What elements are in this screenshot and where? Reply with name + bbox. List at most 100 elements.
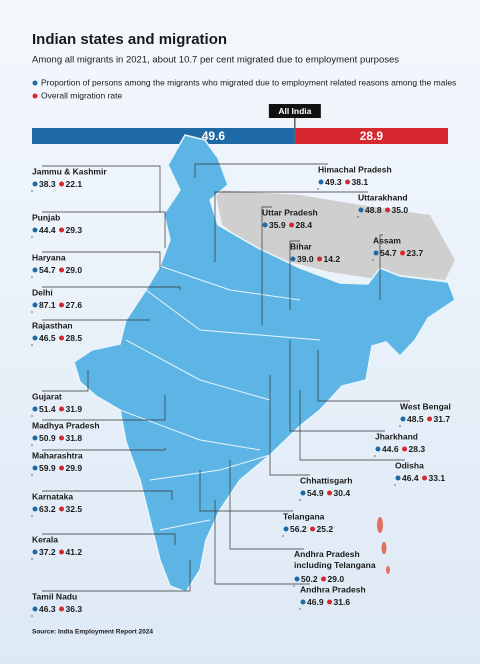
leader-line: [289, 240, 300, 310]
leader-line: [299, 390, 405, 486]
nicobar-islands: [386, 566, 390, 574]
title: Indian states and migration: [32, 31, 227, 48]
state-value: 35.0: [392, 205, 409, 215]
value-dot: [300, 490, 306, 496]
state-value: 38.3: [39, 179, 56, 189]
state-value: 22.1: [66, 179, 83, 189]
value-dot: [321, 576, 327, 582]
state-labels: Jammu & Kashmir 38.3 22.1 Punjab 44.4 29.3 Har…: [31, 163, 451, 617]
value-dot: [59, 302, 65, 308]
state-value: 29.3: [66, 225, 83, 235]
value-dot: [59, 267, 65, 273]
state-value: 44.4: [39, 225, 56, 235]
state-value: 25.2: [317, 524, 334, 534]
state-value: 56.2: [290, 524, 307, 534]
value-dot: [59, 549, 65, 555]
state-name: Uttar Pradesh: [262, 207, 318, 217]
state-value: 14.2: [324, 254, 341, 264]
state-name: Odisha: [395, 460, 424, 470]
state-name: Karnataka: [32, 491, 73, 501]
state-value: 48.8: [365, 205, 382, 215]
value-dot: [32, 335, 38, 341]
value-dot: [32, 302, 38, 308]
value-dot: [32, 435, 38, 441]
bar-segment: [32, 128, 295, 144]
state-value: 31.6: [334, 597, 351, 607]
state-name: West Bengal: [400, 401, 451, 411]
state-value: 29.9: [66, 463, 83, 473]
leader-line: [214, 500, 310, 610]
state-name: Jharkhand: [375, 431, 418, 441]
leader-line: [31, 370, 89, 417]
state-value: 51.4: [39, 404, 56, 414]
state-name: Tamil Nadu: [32, 591, 77, 601]
state-value: 31.7: [434, 414, 451, 424]
leader-line: [194, 163, 328, 190]
leader-line: [31, 490, 173, 517]
state-name: Haryana: [32, 252, 66, 262]
map: [73, 134, 456, 593]
state-value: 54.9: [307, 488, 324, 498]
leader-line: [31, 319, 150, 346]
leader-line: [214, 191, 368, 262]
state-name: Maharashtra: [32, 450, 83, 460]
name-line: including Telangana: [294, 560, 376, 570]
state-value: 28.5: [66, 333, 83, 343]
legend-label: Overall migration rate: [41, 90, 123, 100]
value-dot: [327, 599, 333, 605]
state-value: 28.4: [296, 220, 313, 230]
all-india-label: All India: [278, 106, 311, 116]
state-value: 63.2: [39, 504, 56, 514]
state-value: 46.4: [402, 473, 419, 483]
leader-line: [31, 211, 166, 248]
value-dot: [358, 207, 364, 213]
state-name: Punjab: [32, 212, 60, 222]
state-name: Telangana: [283, 511, 325, 521]
value-dot: [59, 606, 65, 612]
leader-line: [31, 395, 166, 446]
leader-line: [31, 533, 176, 560]
value-dot: [32, 406, 38, 412]
leader-line: [31, 286, 181, 313]
leader-line: [261, 206, 272, 325]
leader-line: [372, 234, 383, 300]
value-dot: [385, 207, 391, 213]
leader-line: [31, 165, 161, 212]
state-value: 27.6: [66, 300, 83, 310]
leader-line: [289, 340, 385, 457]
state-value: 46.3: [39, 604, 56, 614]
leader-line: [31, 560, 191, 617]
value-dot: [283, 526, 289, 532]
subtitle: Among all migrants in 2021, about 10.7 p…: [32, 55, 399, 66]
state-value: 50.2: [301, 574, 318, 584]
legend-dot: [32, 80, 38, 86]
state-value: 29.0: [66, 265, 83, 275]
legend-label: Proportion of persons among the migrants…: [41, 77, 456, 87]
value-dot: [318, 179, 324, 185]
value-dot: [59, 465, 65, 471]
leader-line: [317, 350, 410, 427]
all-india-bar: All India 49.6 28.9: [32, 104, 448, 144]
state-value: 29.0: [328, 574, 345, 584]
source: Source: India Employment Report 2024: [32, 629, 153, 636]
value-dot: [289, 222, 295, 228]
value-dot: [59, 227, 65, 233]
state-name: Madhya Pradesh: [32, 420, 100, 430]
state-value: 44.6: [382, 444, 399, 454]
leader-line: [199, 470, 293, 537]
andaman-islands: [381, 542, 387, 554]
state-value: 41.2: [66, 547, 83, 557]
value-dot: [290, 256, 296, 262]
value-dot: [32, 267, 38, 273]
state-name: Uttarakhand: [358, 192, 408, 202]
value-dot: [317, 256, 323, 262]
value-dot: [32, 227, 38, 233]
bar-segment: [294, 128, 448, 144]
state-value: 49.3: [325, 177, 342, 187]
state-name: Andhra Pradesh: [300, 584, 366, 594]
name-line: Andhra Pradesh: [294, 549, 360, 559]
leader-line: [31, 448, 166, 476]
state-value: 46.5: [39, 333, 56, 343]
state-value: 38.1: [352, 177, 369, 187]
